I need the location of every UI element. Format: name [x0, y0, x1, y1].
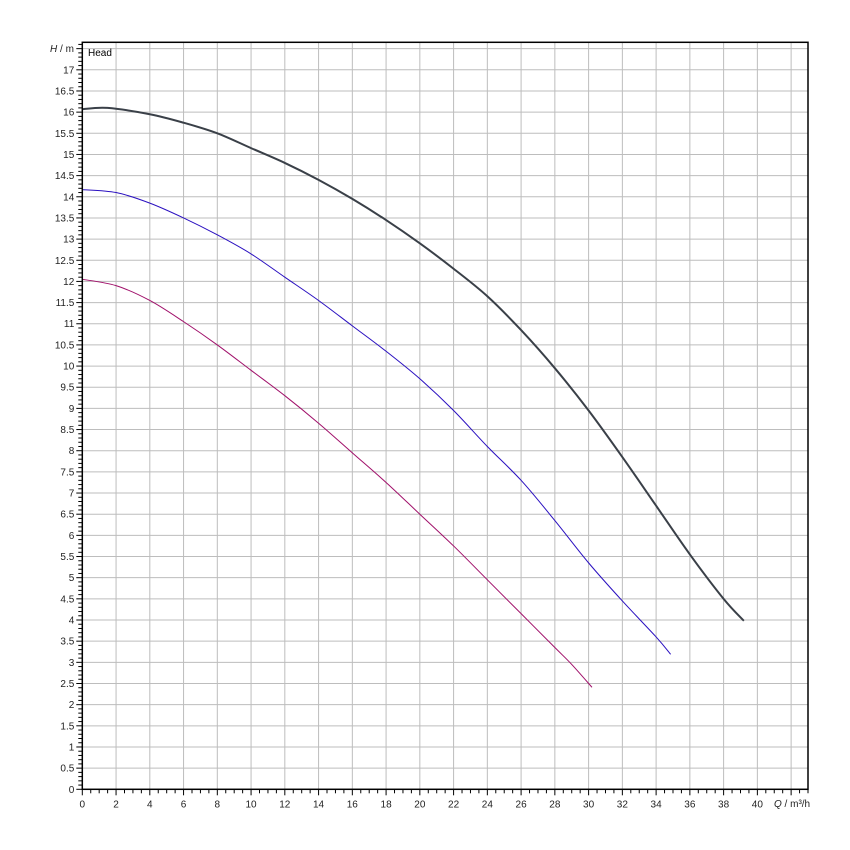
ticks: 0 2 4 6 8 10 12 14 16 18 20 22 24 26 28 30 32 34 36 38 4000.…	[55, 43, 809, 810]
y-tick-label: 8	[69, 446, 75, 457]
y-tick-label: 1	[69, 742, 75, 753]
y-tick-label: 6.5	[60, 510, 74, 521]
y-tick-label: 16	[63, 108, 75, 119]
y-tick-label: 13	[63, 235, 75, 246]
x-tick-label: 26	[516, 799, 528, 810]
x-tick-label: 20	[414, 799, 426, 810]
y-tick-label: 14.5	[55, 171, 75, 182]
x-tick-label: 36	[684, 799, 696, 810]
x-tick-label: 28	[549, 799, 561, 810]
y-tick-label: 10.5	[55, 340, 75, 351]
x-axis-symbol: Q	[774, 799, 782, 810]
y-tick-label: 14	[63, 192, 75, 203]
x-tick-label: 40	[752, 799, 764, 810]
y-tick-label: 7	[69, 489, 75, 500]
y-tick-label: 15.5	[55, 129, 75, 140]
x-tick-label: 32	[617, 799, 629, 810]
y-tick-label: 9.5	[60, 383, 74, 394]
x-tick-label: 34	[651, 799, 663, 810]
x-tick-label: 22	[448, 799, 460, 810]
y-tick-label: 3	[69, 658, 75, 669]
y-tick-label: 12.5	[55, 256, 75, 267]
y-tick-label: 4	[69, 616, 75, 627]
y-axis-label: H / m	[50, 44, 74, 55]
x-axis-label: Q / m³/h	[774, 799, 810, 810]
x-tick-label: 24	[482, 799, 494, 810]
legend-head: Head	[88, 48, 112, 59]
x-tick-label: 6	[181, 799, 187, 810]
x-tick-label: 30	[583, 799, 595, 810]
x-tick-label: 4	[147, 799, 153, 810]
y-tick-label: 11.5	[56, 298, 75, 309]
y-axis-symbol: H	[50, 44, 58, 55]
x-tick-label: 0	[80, 799, 86, 810]
y-tick-label: 17	[63, 65, 75, 76]
y-tick-label: 10	[63, 362, 75, 373]
y-tick-label: 13.5	[55, 213, 75, 224]
x-tick-label: 2	[113, 799, 119, 810]
y-tick-label: 5.5	[60, 552, 74, 563]
y-tick-label: 12	[63, 277, 75, 288]
y-tick-label: 6	[69, 531, 75, 542]
x-tick-label: 38	[718, 799, 730, 810]
head-curve-2	[82, 189, 672, 655]
x-tick-label: 8	[215, 799, 221, 810]
x-tick-label: 12	[279, 799, 291, 810]
y-tick-label: 15	[63, 150, 75, 161]
y-tick-label: 4.5	[60, 594, 74, 605]
y-tick-label: 7.5	[60, 467, 74, 478]
y-tick-label: 0	[69, 785, 75, 796]
curves	[82, 106, 745, 688]
y-tick-label: 9	[69, 404, 75, 415]
y-axis-unit: / m	[57, 44, 74, 55]
grid	[82, 42, 808, 790]
y-tick-label: 3.5	[60, 637, 74, 648]
x-tick-label: 16	[347, 799, 359, 810]
head-curve-1	[82, 106, 745, 622]
y-tick-label: 1.5	[60, 721, 74, 732]
x-axis-unit: / m³/h	[782, 799, 810, 810]
x-tick-label: 18	[381, 799, 393, 810]
y-tick-label: 11	[64, 319, 75, 330]
y-tick-label: 5	[69, 573, 75, 584]
y-tick-label: 8.5	[60, 425, 74, 436]
y-tick-label: 16.5	[55, 86, 75, 97]
x-tick-label: 14	[313, 799, 325, 810]
y-tick-label: 2.5	[60, 679, 74, 690]
y-tick-label: 2	[69, 700, 75, 711]
head-curve-3	[82, 278, 593, 688]
x-tick-label: 10	[246, 799, 258, 810]
y-tick-label: 0.5	[60, 764, 74, 775]
